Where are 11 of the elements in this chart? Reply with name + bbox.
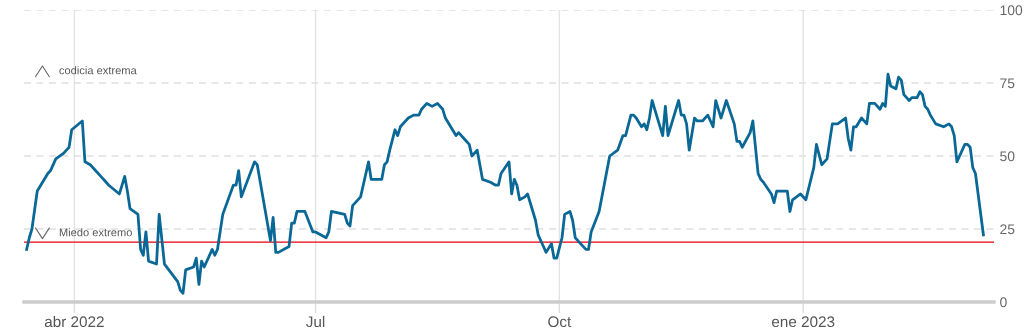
y-tick-label: 75 — [1000, 78, 1015, 89]
y-tick-label: 0 — [1000, 297, 1007, 308]
x-tick-label: Oct — [548, 316, 572, 328]
annotation: Miedo extremo — [59, 228, 132, 237]
x-tick-label: Jul — [306, 315, 325, 328]
annotation: codicia extrema — [59, 66, 137, 75]
y-tick-label: 25 — [1000, 224, 1015, 235]
x-tick-label: ene 2023 — [771, 316, 835, 328]
y-tick-label: 100 — [1000, 5, 1023, 16]
x-tick-label: abr 2022 — [44, 315, 104, 328]
y-tick-label: 50 — [1000, 151, 1015, 162]
